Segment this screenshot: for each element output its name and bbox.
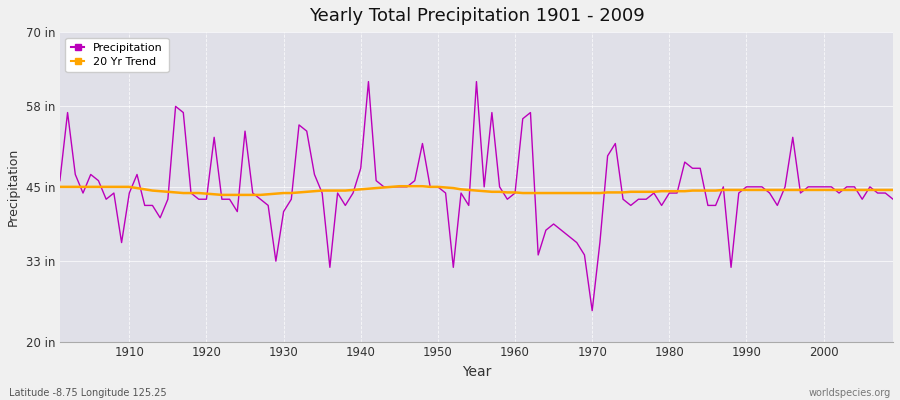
Text: Latitude -8.75 Longitude 125.25: Latitude -8.75 Longitude 125.25 xyxy=(9,388,166,398)
X-axis label: Year: Year xyxy=(462,365,491,379)
Y-axis label: Precipitation: Precipitation xyxy=(7,148,20,226)
Legend: Precipitation, 20 Yr Trend: Precipitation, 20 Yr Trend xyxy=(66,38,168,72)
Text: worldspecies.org: worldspecies.org xyxy=(809,388,891,398)
Title: Yearly Total Precipitation 1901 - 2009: Yearly Total Precipitation 1901 - 2009 xyxy=(309,7,644,25)
